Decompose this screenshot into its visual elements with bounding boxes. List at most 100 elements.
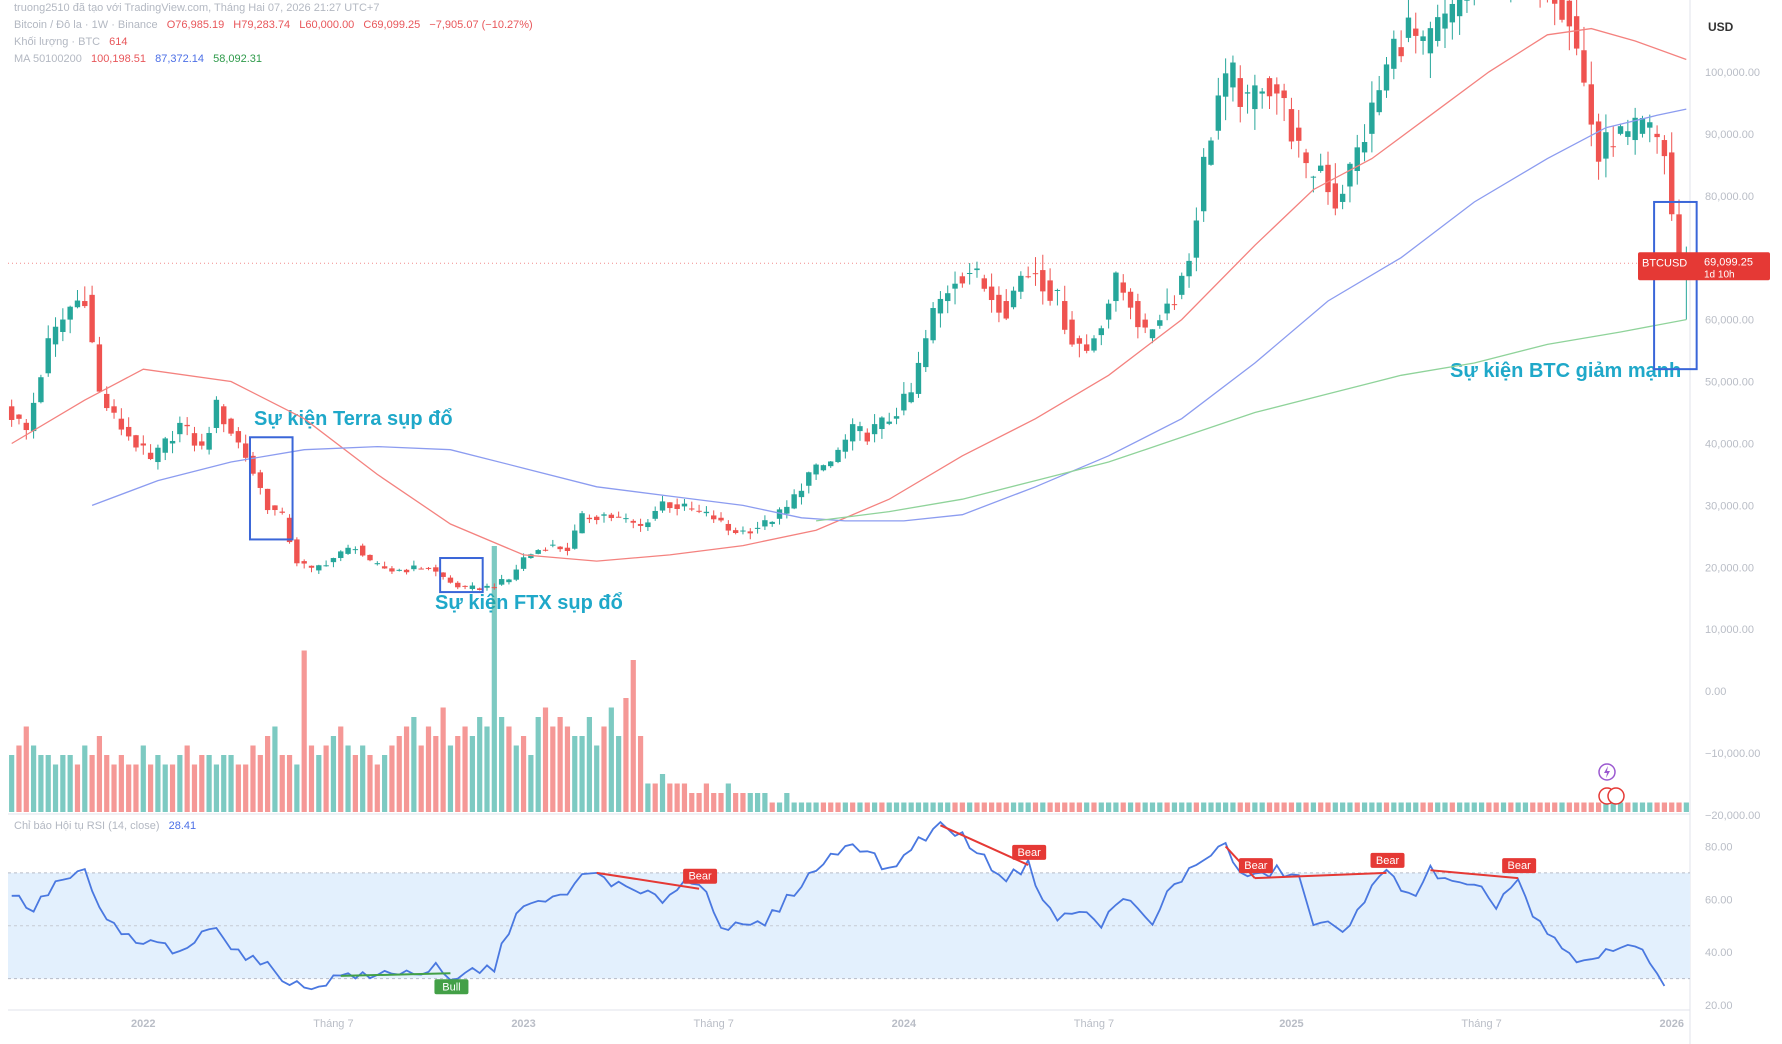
candle-body <box>96 344 103 392</box>
candle-body <box>104 393 110 409</box>
candle-body <box>140 443 146 446</box>
volume-bar <box>1632 802 1638 812</box>
volume-bar <box>776 802 783 812</box>
volume-bar <box>1201 802 1207 812</box>
candle-body <box>813 464 819 475</box>
candle-body <box>367 554 373 561</box>
bull-tag <box>434 979 469 995</box>
price-tag-symbol: BTCUSD <box>1642 257 1687 269</box>
volume-bar <box>886 802 892 812</box>
volume-bar <box>586 717 592 812</box>
volume-bar <box>1420 802 1426 812</box>
change-value: −7,905.07 (−10.27%) <box>429 19 533 31</box>
event-boxes-layer <box>248 200 1698 594</box>
time-tick-label: Tháng 7 <box>1074 1018 1114 1030</box>
candle-body <box>1566 0 1573 27</box>
candle-body <box>711 515 717 520</box>
candle-body <box>440 572 446 577</box>
candle-body <box>1369 102 1375 134</box>
volume-bar <box>30 745 37 812</box>
candle-body <box>586 517 593 520</box>
candle-body <box>323 565 329 567</box>
candle-body <box>301 561 307 564</box>
btc-drop-annotation: Sự kiện BTC giảm mạnh <box>1450 360 1682 382</box>
volume-bar <box>513 745 519 812</box>
volume-bar <box>579 736 585 812</box>
volume-bar <box>535 717 541 812</box>
volume-bar <box>1018 802 1024 812</box>
rsi-layer: 80.00 60.00 40.00 20.00 Bear Bear Bear Bear Bear… <box>8 820 1733 1012</box>
volume-bar <box>323 745 329 812</box>
volume-bar <box>930 802 936 812</box>
candle-body <box>1449 3 1456 23</box>
candle-body <box>74 300 81 308</box>
time-tick-label: Tháng 7 <box>694 1018 734 1030</box>
candle-body <box>469 585 476 589</box>
volume-bar <box>250 745 256 812</box>
volume-bar <box>140 745 146 812</box>
candle-body <box>1361 142 1368 153</box>
candle-body <box>16 414 22 419</box>
candle-body <box>272 505 278 511</box>
ma50-value: 100,198.51 <box>90 53 147 65</box>
volume-bar <box>396 736 402 812</box>
lightning-glyph-icon <box>1604 766 1610 778</box>
candle-body <box>784 506 790 514</box>
candle-body <box>930 308 936 341</box>
volume-bar <box>1522 802 1529 812</box>
volume-bar <box>184 745 190 812</box>
candle-body <box>1332 183 1339 209</box>
price-tick-label: 100,000.00 <box>1705 67 1760 79</box>
candle-body <box>506 579 512 583</box>
volume-bar <box>901 802 907 812</box>
ftx-event-box <box>439 557 484 594</box>
candle-body <box>1252 85 1258 110</box>
candle-body <box>1427 28 1434 54</box>
volume-bar <box>1544 802 1550 812</box>
candles-layer <box>8 0 1690 591</box>
volume-bar <box>316 755 322 812</box>
candle-body <box>754 527 761 529</box>
volume-bar <box>462 726 468 812</box>
candle-body <box>1047 280 1053 301</box>
candle-body <box>645 522 651 528</box>
volume-bar <box>1025 802 1031 812</box>
candle-body <box>359 545 366 556</box>
candle-body <box>696 510 702 512</box>
volume-bar <box>16 745 22 812</box>
us-flag-icon-secondary[interactable] <box>1607 787 1625 805</box>
bear-tag-label: Bear <box>1018 847 1042 859</box>
candle-body <box>513 569 519 580</box>
volume-bar <box>1274 802 1280 812</box>
candle-body <box>1405 17 1412 38</box>
candle-body <box>1054 289 1061 291</box>
candle-body <box>60 319 66 332</box>
volume-bar <box>1332 802 1338 812</box>
candle-body <box>1317 165 1324 171</box>
bear-tag <box>1012 844 1047 860</box>
candle-body <box>623 518 629 520</box>
candle-body <box>1003 301 1009 319</box>
volume-bar <box>1032 802 1039 812</box>
volume-value: 614 <box>109 36 128 48</box>
candle-body <box>798 490 805 498</box>
candle-body <box>1193 220 1200 258</box>
volume-bar <box>279 755 285 812</box>
volume-bar <box>1413 802 1419 812</box>
volume-bar <box>133 764 139 812</box>
volume-bar <box>1149 802 1156 812</box>
currency-label[interactable]: USD <box>1708 20 1734 34</box>
candle-body <box>667 502 673 509</box>
volume-bar <box>1047 802 1053 812</box>
volume-bar <box>82 745 88 812</box>
volume-bar <box>652 783 658 812</box>
volume-bar <box>243 764 249 812</box>
candle-body <box>1040 270 1046 292</box>
volume-bar <box>294 764 300 812</box>
candle-body <box>601 514 607 516</box>
volume-bar <box>908 802 914 812</box>
volume-bar <box>1106 802 1112 812</box>
volume-bar <box>1054 802 1061 812</box>
volume-bar <box>1171 802 1178 812</box>
